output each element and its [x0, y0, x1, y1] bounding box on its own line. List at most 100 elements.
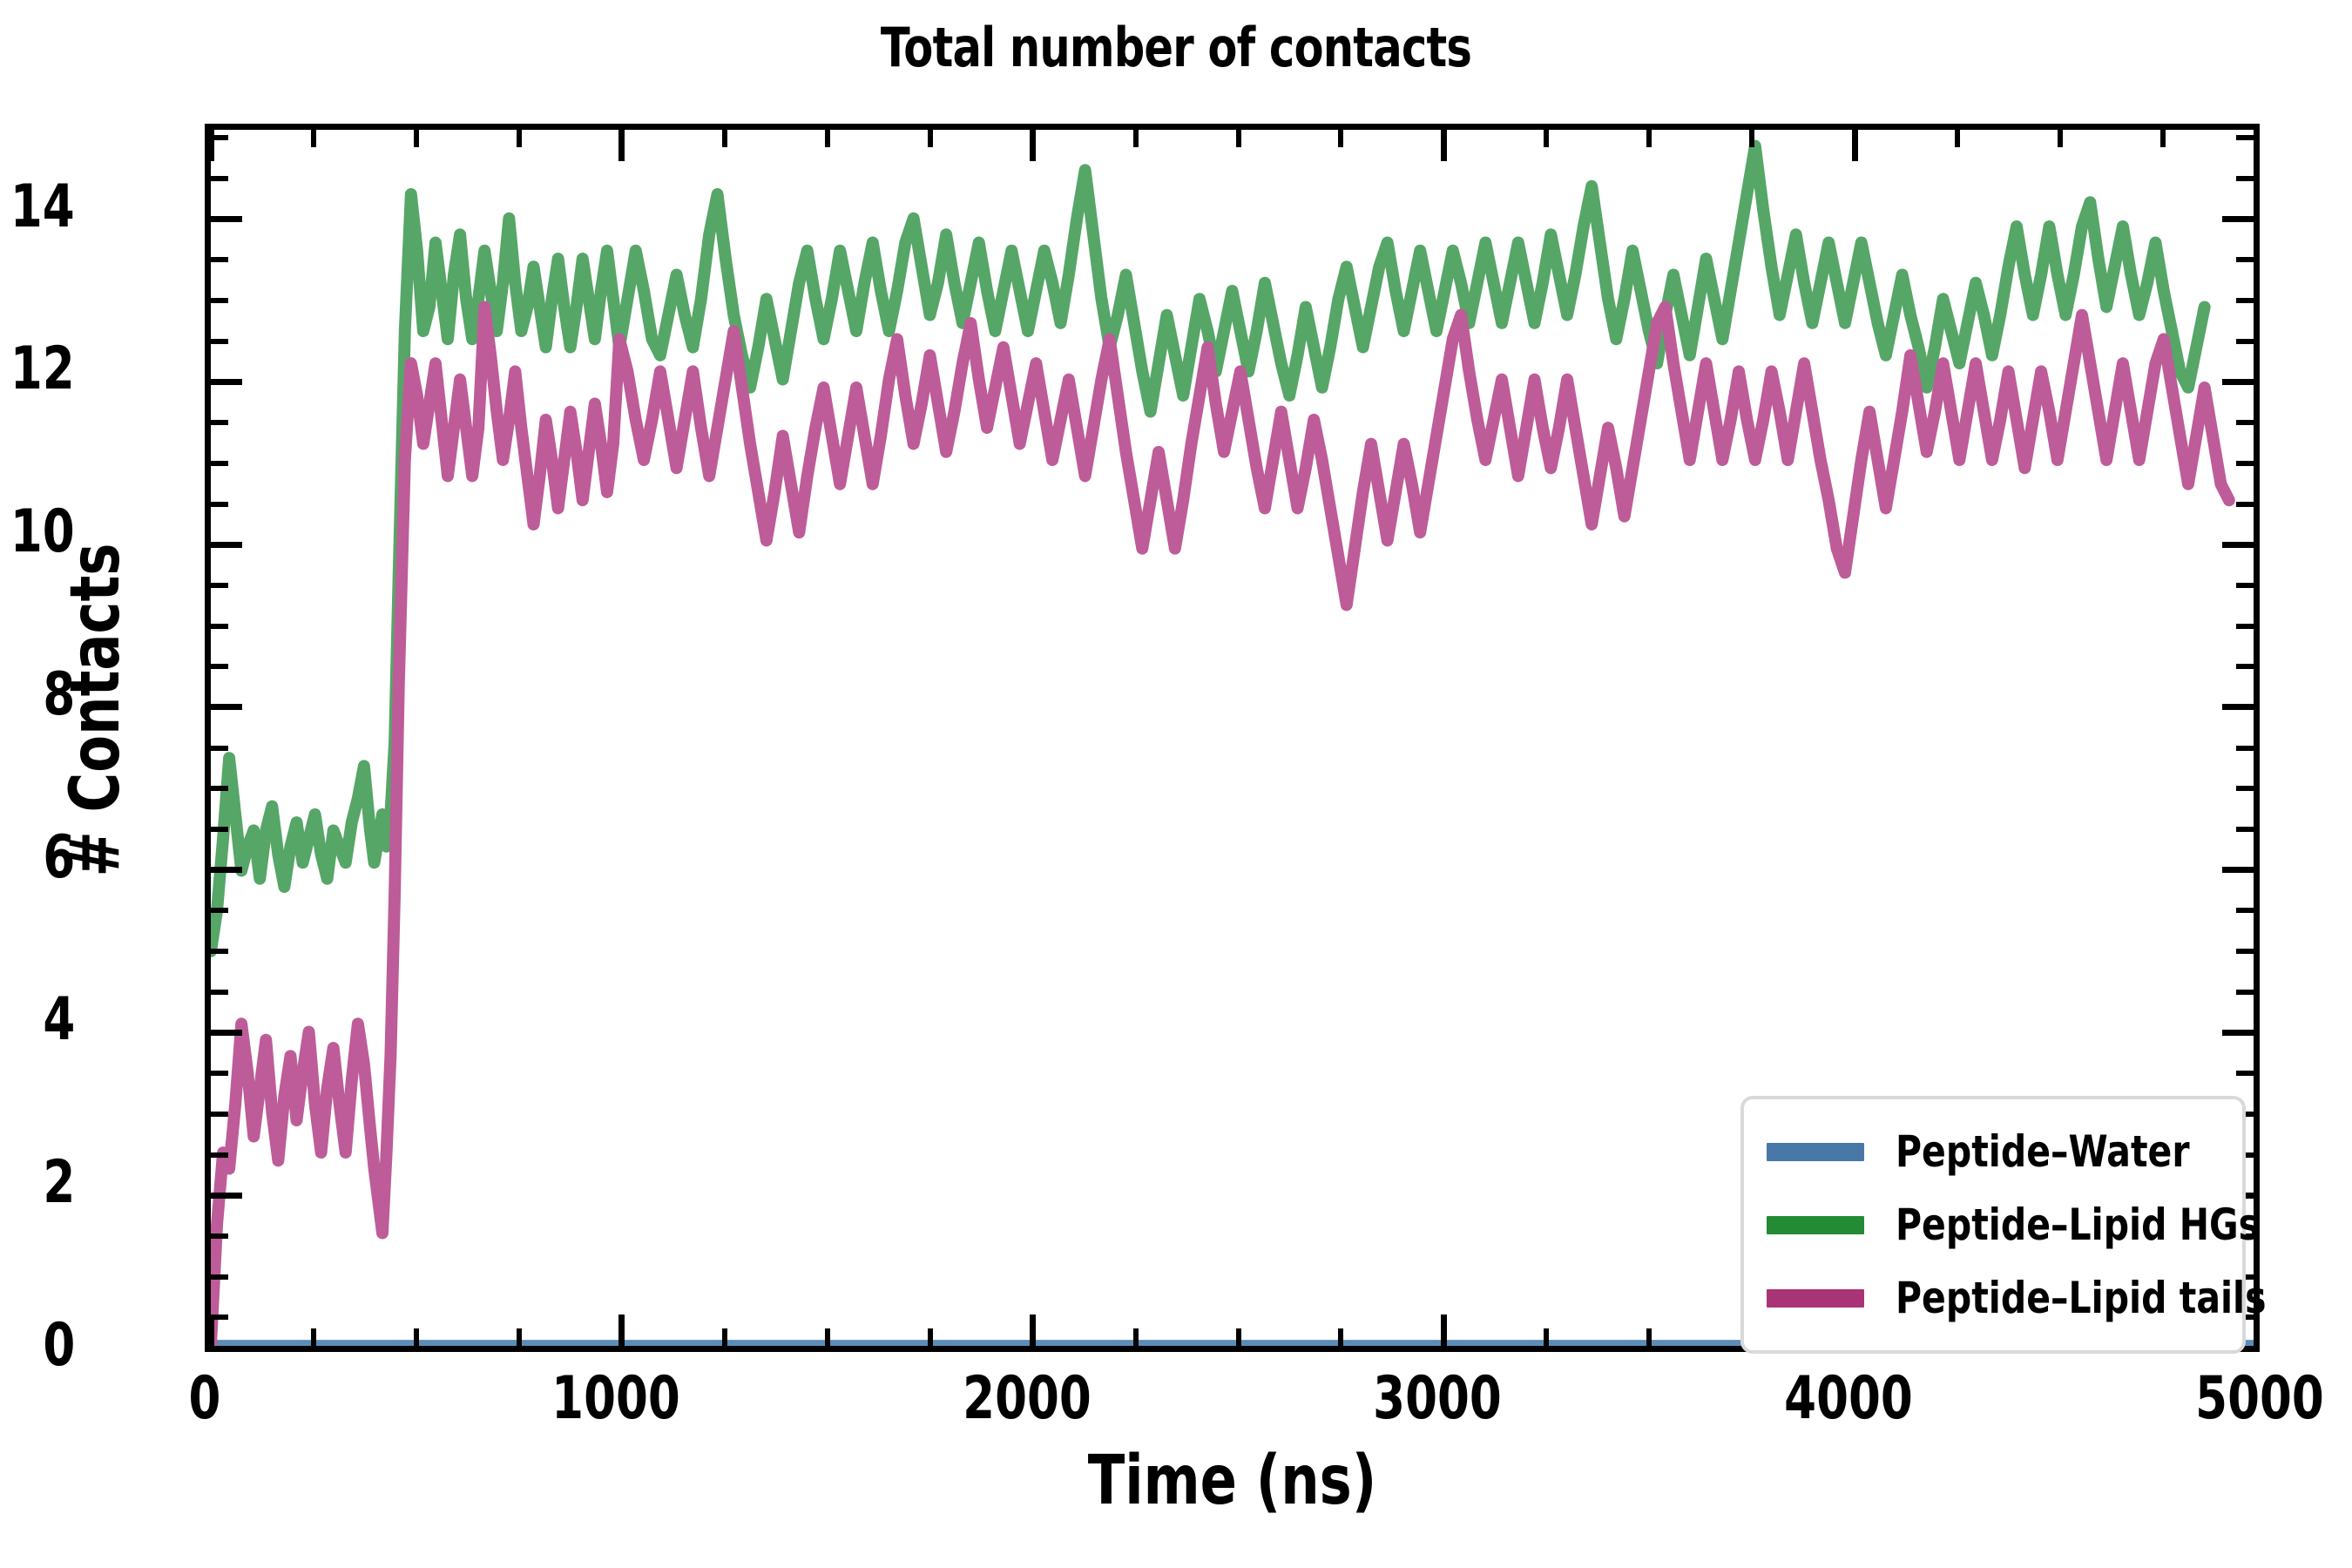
y-tick-minor: [2236, 623, 2254, 629]
y-tick-label: 8: [43, 659, 75, 729]
y-tick-major: [211, 704, 242, 711]
y-tick-minor: [211, 989, 228, 995]
x-tick-minor: [1132, 1328, 1139, 1346]
x-tick-label: 2000: [962, 1364, 1092, 1433]
y-tick-minor: [2236, 745, 2254, 751]
x-tick-label: 0: [188, 1364, 221, 1433]
y-tick-minor: [2236, 1071, 2254, 1077]
x-tick-label: 5000: [2195, 1364, 2324, 1433]
y-tick-major: [2222, 704, 2254, 711]
y-tick-minor: [2236, 908, 2254, 914]
legend-swatch-icon: [1767, 1215, 1864, 1234]
y-tick-minor: [211, 298, 228, 304]
x-tick-minor: [310, 130, 316, 147]
y-tick-minor: [211, 1315, 228, 1321]
x-tick-label: 1000: [551, 1364, 680, 1433]
y-tick-major: [2222, 216, 2254, 223]
y-tick-minor: [211, 908, 228, 914]
y-tick-major: [211, 216, 242, 223]
y-tick-major: [211, 867, 242, 874]
y-tick-minor: [2236, 176, 2254, 182]
legend-item[interactable]: Peptide–Lipid tails: [1767, 1261, 2267, 1335]
y-tick-label: 0: [43, 1311, 75, 1380]
y-tick-minor: [2236, 786, 2254, 792]
y-tick-minor: [211, 460, 228, 466]
x-tick-minor: [2160, 130, 2166, 147]
y-tick-minor: [211, 1111, 228, 1117]
y-tick-minor: [2236, 338, 2254, 344]
y-tick-minor: [2236, 257, 2254, 263]
x-tick-minor: [1235, 1328, 1241, 1346]
y-tick-minor: [2236, 298, 2254, 304]
legend-item[interactable]: Peptide–Lipid HGs: [1767, 1188, 2260, 1261]
x-tick-minor: [1544, 130, 1550, 147]
x-tick-minor: [1338, 1328, 1344, 1346]
y-tick-minor: [211, 1071, 228, 1077]
x-tick-label: 4000: [1784, 1364, 1913, 1433]
y-tick-minor: [2236, 989, 2254, 995]
page-title: Total number of contacts: [880, 16, 1472, 79]
y-tick-major: [2222, 867, 2254, 874]
y-tick-minor: [2236, 664, 2254, 670]
y-tick-minor: [211, 135, 228, 141]
y-tick-minor: [2236, 582, 2254, 588]
y-tick-minor: [211, 257, 228, 263]
x-tick-minor: [2058, 130, 2064, 147]
x-tick-major: [211, 1315, 214, 1346]
legend-item[interactable]: Peptide–Water: [1767, 1115, 2223, 1188]
y-tick-minor: [2236, 501, 2254, 507]
y-tick-minor: [211, 501, 228, 507]
y-tick-minor: [2236, 460, 2254, 466]
x-tick-minor: [824, 1328, 830, 1346]
x-axis-label: Time (ns): [1087, 1442, 1377, 1520]
x-tick-minor: [516, 130, 522, 147]
x-tick-major: [1440, 1315, 1447, 1346]
y-tick-label: 12: [10, 335, 75, 404]
x-tick-minor: [1132, 130, 1139, 147]
y-tick-minor: [2236, 135, 2254, 141]
y-tick-minor: [211, 623, 228, 629]
x-tick-minor: [824, 130, 830, 147]
y-tick-minor: [2236, 949, 2254, 955]
y-tick-minor: [211, 582, 228, 588]
y-tick-label: 14: [10, 172, 75, 241]
x-tick-minor: [516, 1328, 522, 1346]
x-tick-major: [1030, 1315, 1037, 1346]
x-tick-major: [1440, 130, 1447, 161]
y-tick-major: [2222, 378, 2254, 385]
chart-legend: Peptide–Water Peptide–Lipid HGs Peptide–Li…: [1740, 1096, 2267, 1354]
legend-swatch-icon: [1767, 1288, 1864, 1308]
x-tick-minor: [1646, 130, 1652, 147]
y-axis-label: # Contacts: [57, 543, 135, 877]
y-tick-major: [211, 541, 242, 548]
x-tick-major: [618, 130, 625, 161]
x-tick-minor: [1338, 130, 1344, 147]
y-tick-minor: [211, 176, 228, 182]
x-tick-minor: [413, 130, 419, 147]
y-tick-minor: [211, 1274, 228, 1280]
y-tick-minor: [211, 745, 228, 751]
x-tick-minor: [1544, 1328, 1550, 1346]
y-tick-minor: [211, 1152, 228, 1158]
y-tick-major: [211, 1192, 242, 1199]
series-line-2: [211, 301, 2235, 1346]
x-tick-major: [618, 1315, 625, 1346]
x-tick-label: 3000: [1373, 1364, 1503, 1433]
y-tick-label: 4: [43, 985, 75, 1055]
x-tick-minor: [1955, 130, 1961, 147]
legend-swatch-icon: [1767, 1142, 1864, 1161]
legend-item-label: Peptide–Lipid tails: [1896, 1273, 2267, 1323]
x-tick-minor: [310, 1328, 316, 1346]
y-tick-minor: [211, 1233, 228, 1239]
legend-item-label: Peptide–Water: [1896, 1126, 2190, 1177]
y-tick-minor: [2236, 827, 2254, 833]
y-tick-minor: [2236, 420, 2254, 426]
y-tick-major: [211, 1029, 242, 1036]
x-tick-minor: [721, 130, 727, 147]
x-tick-major: [1851, 130, 1858, 161]
y-tick-minor: [211, 786, 228, 792]
y-tick-minor: [211, 949, 228, 955]
y-tick-major: [211, 378, 242, 385]
x-tick-minor: [1749, 130, 1755, 147]
x-tick-minor: [927, 1328, 933, 1346]
